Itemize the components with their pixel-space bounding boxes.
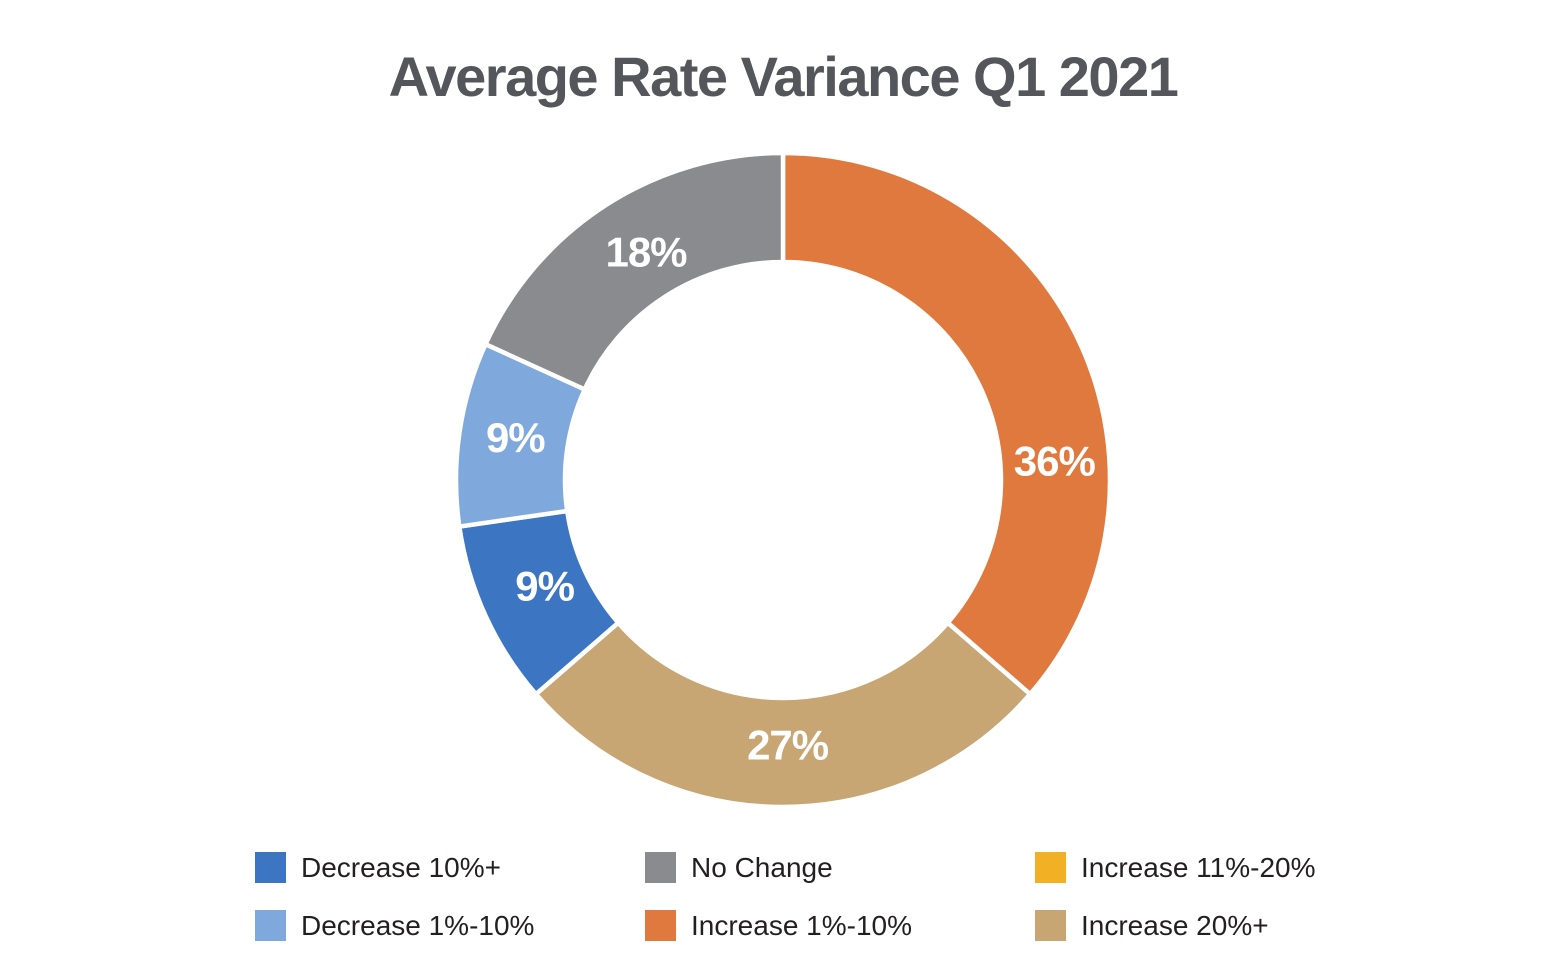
chart-title: Average Rate Variance Q1 2021 [388,45,1179,108]
slice-label: 27% [747,722,829,769]
legend-label: No Change [691,851,833,883]
legend-item-increase-11-20: Increase 11%-20% [1035,851,1425,884]
legend-swatch-increase-11-20 [1035,852,1066,883]
slice-label: 9% [486,414,545,461]
legend-label: Increase 20%+ [1081,909,1269,941]
donut-segment [532,619,1034,810]
legend-swatch-increase-20-plus [1035,910,1066,941]
legend-label: Increase 11%-20% [1081,851,1316,883]
legend-label: Decrease 10%+ [301,851,502,883]
legend-item-no-change: No Change [645,851,1035,884]
donut-segment [780,150,1113,698]
legend-label: Decrease 1%-10% [301,909,535,941]
slice-label: 18% [605,229,687,276]
legend-swatch-increase-1-10 [645,910,676,941]
legend-item-decrease-10-plus: Decrease 10%+ [255,851,645,884]
legend-swatch-decrease-1-10 [255,910,286,941]
legend-item-increase-1-10: Increase 1%-10% [645,909,1035,942]
slice-label: 9% [515,563,574,610]
slice-label: 36% [1014,438,1096,485]
legend-item-decrease-1-10: Decrease 1%-10% [255,909,645,942]
legend-label: Increase 1%-10% [691,909,913,941]
legend-item-increase-20-plus: Increase 20%+ [1035,909,1425,942]
legend-swatch-decrease-10-plus [255,852,286,883]
donut-segment [482,150,786,393]
legend: Decrease 10%+ No Change Increase 11%-20%… [255,851,1425,942]
legend-swatch-no-change [645,852,676,883]
